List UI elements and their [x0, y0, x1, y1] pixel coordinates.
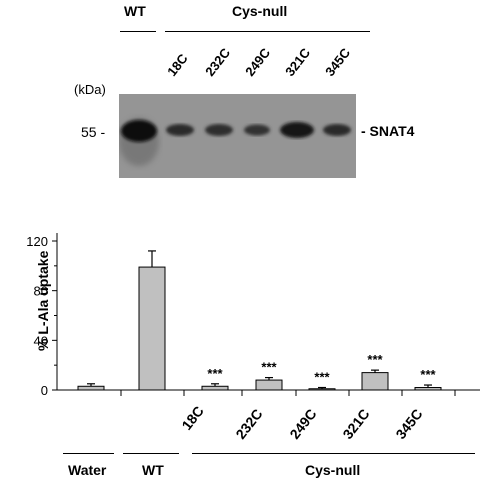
group-line-water [63, 453, 114, 454]
bar [138, 266, 166, 391]
significance-label: *** [367, 352, 383, 367]
significance-label: *** [420, 367, 436, 382]
bar [255, 379, 283, 391]
band-18c [166, 124, 194, 136]
y-tick-label: 0 [41, 383, 48, 398]
blot-cys-line [165, 31, 370, 32]
y-tick-label: 80 [34, 284, 48, 299]
blot-background [119, 94, 356, 178]
group-line-wt [123, 453, 179, 454]
band-wt [121, 120, 157, 142]
band-345c [323, 124, 351, 136]
band-249c [244, 124, 270, 136]
mw-marker-55: 55 - [81, 124, 106, 140]
bar [77, 385, 105, 391]
blot-group-cys: Cys-null [232, 3, 288, 19]
band-label-snat4: - SNAT4 [361, 123, 415, 139]
significance-label: *** [261, 360, 277, 375]
bar [201, 385, 229, 391]
kda-label: (kDa) [74, 82, 106, 97]
blot-wt-line [120, 31, 156, 32]
blot-group-wt: WT [124, 3, 146, 19]
band-232c [205, 124, 233, 136]
blot-image [119, 94, 356, 178]
blot-shade [119, 94, 356, 178]
y-tick-label: 40 [34, 333, 48, 348]
significance-label: *** [207, 366, 223, 381]
bar [308, 388, 336, 391]
group-label-cys: Cys-null [305, 462, 361, 478]
y-tick-label: 120 [26, 234, 48, 249]
band-321c [280, 122, 314, 138]
group-label-water: Water [68, 462, 107, 478]
bar [414, 387, 442, 391]
group-label-wt: WT [142, 462, 164, 478]
group-line-cys [192, 453, 475, 454]
significance-label: *** [314, 370, 330, 385]
bar [361, 372, 389, 391]
